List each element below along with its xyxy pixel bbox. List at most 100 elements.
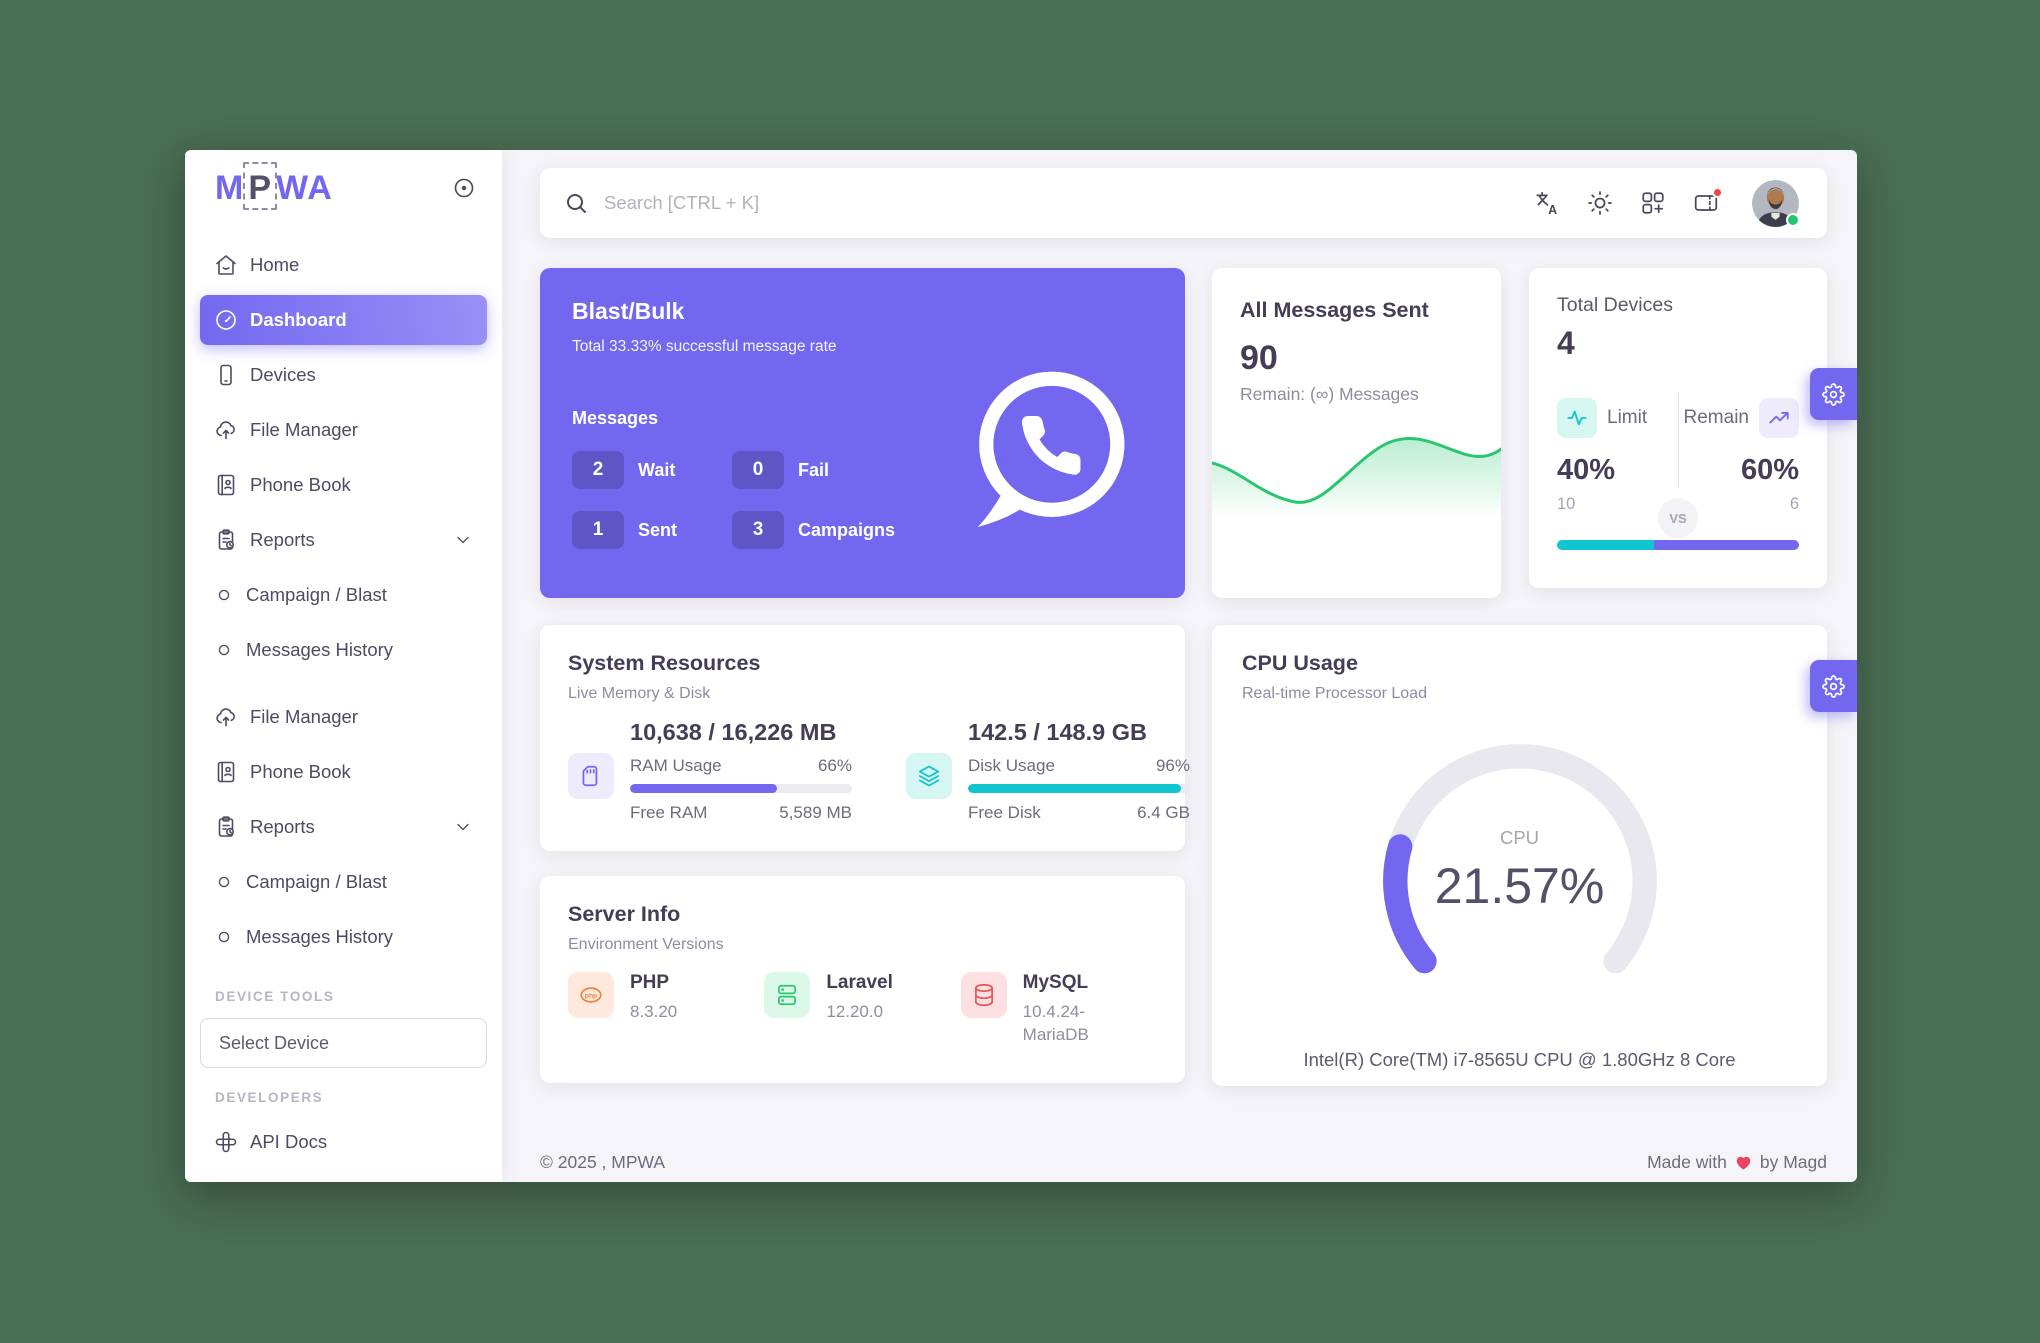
laravel-name: Laravel — [826, 972, 893, 993]
mysql-item: MySQL 10.4.24-MariaDB — [960, 972, 1157, 1047]
phone-book-icon — [214, 760, 238, 784]
mysql-name: MySQL — [1022, 972, 1089, 993]
sidebar-item-api-docs[interactable]: API Docs — [200, 1117, 487, 1167]
trending-up-icon — [1759, 398, 1799, 438]
app-window: M P WA Home Dashboard Devices File Manager — [185, 150, 1857, 1182]
stat-sent-value: 1 — [572, 511, 624, 549]
devices-bar-remain — [1653, 540, 1799, 550]
stat-fail: 0 Fail — [732, 451, 952, 489]
cpu-gauge-value: 21.57% — [1434, 858, 1605, 914]
device-tools-header: DEVICE TOOLS — [215, 989, 335, 1004]
server-info-card: Server Info Environment Versions php PHP… — [540, 876, 1185, 1083]
sidebar-item-label: File Manager — [250, 419, 358, 440]
blast-card-title: Blast/Bulk — [572, 298, 685, 324]
sidebar-item-campaign-blast[interactable]: Campaign / Blast — [200, 570, 487, 620]
app-logo[interactable]: M P WA — [215, 161, 333, 210]
sidebar-item-devices[interactable]: Devices — [200, 350, 487, 400]
sidebar-item-phone-book-2[interactable]: Phone Book — [200, 747, 487, 797]
shortcuts-grid-icon[interactable] — [1640, 190, 1666, 216]
stat-wait: 2 Wait — [572, 451, 732, 489]
stat-wait-label: Wait — [638, 459, 676, 480]
all-messages-title: All Messages Sent — [1240, 298, 1429, 322]
ram-section: 10,638 / 16,226 MB RAM Usage 66% Free RA… — [568, 719, 852, 823]
ram-usage-percent: 66% — [817, 756, 852, 775]
sidebar-collapse-icon[interactable] — [452, 176, 476, 200]
sidebar-item-label: Messages History — [246, 926, 394, 947]
sidebar-item-file-manager[interactable]: File Manager — [200, 405, 487, 455]
cpu-caption: Intel(R) Core(TM) i7-8565U CPU @ 1.80GHz… — [1303, 1049, 1736, 1070]
report-icon — [214, 528, 238, 552]
circle-icon — [214, 585, 234, 605]
system-resources-card: System Resources Live Memory & Disk 10,6… — [540, 625, 1190, 851]
free-ram-value: 5,589 MB — [779, 803, 852, 822]
home-icon — [214, 253, 238, 277]
all-messages-remain: Remain: (∞) Messages — [1240, 384, 1419, 404]
sidebar-item-campaign-blast-2[interactable]: Campaign / Blast — [200, 857, 487, 907]
select-device-label: Select Device — [219, 1032, 330, 1053]
topbar: A — [540, 168, 1827, 238]
sidebar-item-dashboard[interactable]: Dashboard — [200, 295, 487, 345]
select-device-input[interactable]: Select Device — [200, 1018, 487, 1068]
limit-percent: 40% — [1557, 454, 1616, 486]
search-input[interactable] — [604, 192, 1534, 214]
sidebar-item-label: API Docs — [250, 1131, 328, 1152]
settings-fab-2[interactable] — [1810, 660, 1857, 712]
phone-book-icon — [214, 473, 238, 497]
svg-text:php: php — [585, 992, 597, 999]
sidebar-item-reports[interactable]: Reports — [200, 515, 487, 565]
all-messages-value: 90 — [1240, 339, 1278, 377]
sun-icon[interactable] — [1587, 190, 1613, 216]
remain-label: Remain — [1683, 407, 1749, 428]
developers-header: DEVELOPERS — [215, 1090, 324, 1105]
sidebar-item-label: Reports — [250, 529, 315, 550]
sidebar-item-messages-history[interactable]: Messages History — [200, 625, 487, 675]
sidebar-item-file-manager-2[interactable]: File Manager — [200, 692, 487, 742]
sidebar-nav: Home Dashboard Devices File Manager Phon… — [185, 226, 502, 962]
stat-wait-value: 2 — [572, 451, 624, 489]
sidebar-item-reports-2[interactable]: Reports — [200, 802, 487, 852]
system-resources-subtitle: Live Memory & Disk — [568, 685, 711, 702]
stat-campaigns-value: 3 — [732, 511, 784, 549]
notifications-ticket-icon[interactable] — [1693, 187, 1723, 216]
stat-campaigns-label: Campaigns — [798, 519, 896, 540]
limit-count: 10 — [1557, 495, 1576, 513]
sidebar-item-messages-history-2[interactable]: Messages History — [200, 912, 487, 962]
footer-made-with: Made with — [1647, 1152, 1727, 1172]
stat-sent: 1 Sent — [572, 511, 732, 549]
sidebar-item-label: Home — [250, 254, 300, 275]
limit-group: Limit — [1557, 398, 1647, 438]
svg-text:A: A — [1548, 203, 1557, 216]
blast-messages-label: Messages — [572, 408, 659, 428]
sidebar-item-label: Reports — [250, 816, 315, 837]
cloud-upload-icon — [214, 705, 238, 729]
disk-usage-percent: 96% — [1155, 756, 1190, 775]
server-icon — [764, 972, 811, 1018]
sidebar-item-home[interactable]: Home — [200, 240, 487, 290]
divider — [1678, 392, 1679, 488]
activity-icon — [1557, 398, 1597, 438]
blast-bulk-card: Blast/Bulk Total 33.33% successful messa… — [540, 268, 1185, 598]
laravel-version: 12.20.0 — [826, 1002, 884, 1021]
mysql-version: 10.4.24-MariaDB — [1022, 1002, 1089, 1044]
search-icon[interactable] — [564, 191, 588, 215]
cloud-upload-icon — [214, 418, 238, 442]
cpu-usage-card: CPU Usage Real-time Processor Load CPU 2… — [1212, 625, 1827, 1086]
total-devices-card: Total Devices 4 Limit Remain VS — [1529, 268, 1827, 588]
sidebar-item-phone-book[interactable]: Phone Book — [200, 460, 487, 510]
report-icon — [214, 815, 238, 839]
sidebar-item-label: Campaign / Blast — [246, 584, 387, 605]
circle-icon — [214, 640, 234, 660]
stat-fail-label: Fail — [798, 459, 830, 480]
devices-bar-limit — [1557, 540, 1654, 550]
sidebar-item-label: Phone Book — [250, 474, 351, 495]
total-devices-title: Total Devices — [1557, 294, 1673, 316]
dashboard-content: Blast/Bulk Total 33.33% successful messa… — [540, 268, 1827, 1182]
sidebar-item-label: Messages History — [246, 639, 394, 660]
cpu-usage-title: CPU Usage — [1242, 651, 1358, 675]
php-name: PHP — [630, 972, 670, 993]
ram-bar-fill — [630, 784, 777, 793]
user-avatar[interactable] — [1752, 179, 1800, 227]
settings-fab-1[interactable] — [1810, 368, 1857, 420]
language-icon[interactable]: A — [1534, 190, 1560, 216]
free-ram-label: Free RAM — [630, 803, 708, 822]
